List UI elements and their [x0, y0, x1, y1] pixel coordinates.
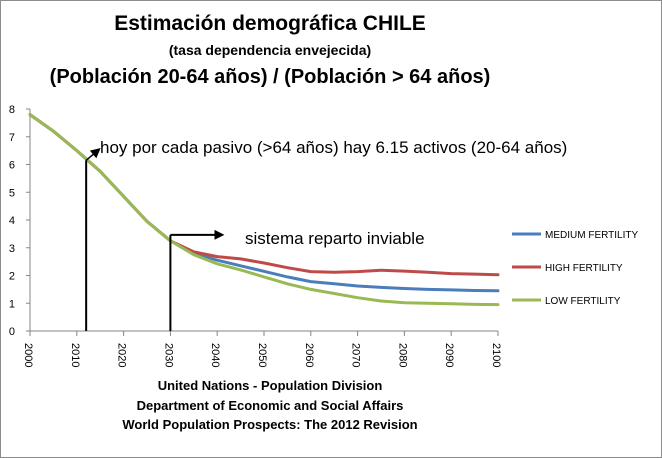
x-tick-label: 2060 [303, 343, 315, 367]
chart-formula-title: (Población 20-64 años) / (Población > 64… [49, 66, 491, 88]
x-tick-label: 2090 [443, 343, 455, 367]
x-tick-label: 2080 [396, 343, 408, 367]
y-tick-label: 2 [9, 271, 15, 283]
annotation-today-arrow [85, 148, 101, 161]
y-tick-label: 3 [9, 243, 15, 255]
y-tick-label: 0 [9, 326, 15, 338]
source-line-3: World Population Prospects: The 2012 Rev… [122, 417, 418, 432]
legend: MEDIUM FERTILITY HIGH FERTILITY LOW FERTIL… [512, 230, 638, 307]
x-tick-label: 2030 [162, 343, 174, 367]
legend-label-high: HIGH FERTILITY [545, 263, 623, 274]
series-lines [28, 113, 500, 307]
legend-label-medium: MEDIUM FERTILITY [545, 230, 638, 241]
x-tick-label: 2000 [22, 343, 34, 367]
x-tick-label: 2020 [116, 343, 128, 367]
y-tick-label: 1 [9, 298, 15, 310]
chart-subtitle: (tasa dependencia envejecida) [168, 42, 372, 58]
x-tick-label: 2050 [256, 343, 268, 367]
source-line-1: United Nations - Population Division [157, 378, 383, 393]
legend-label-low: LOW FERTILITY [545, 296, 621, 307]
annotation-system-label: sistema reparto inviable [245, 229, 425, 248]
y-tick-label: 5 [9, 187, 15, 199]
annotations: hoy por cada pasivo (>64 años) hay 6.15 … [85, 138, 567, 331]
chart-title: Estimación demográfica CHILE [114, 12, 426, 35]
series-line-low [28, 113, 500, 307]
axes: 0 1 2 3 4 5 6 7 8 2000 2010 2020 2030 2040 2050 2060 207… [9, 104, 502, 367]
y-tick-label: 7 [9, 132, 15, 144]
x-tick-label: 2070 [350, 343, 362, 367]
source-line-2: Department of Economic and Social Affair… [136, 398, 404, 413]
x-tick-label: 2010 [69, 343, 81, 367]
y-tick-label: 6 [9, 160, 15, 172]
annotation-today-label: hoy por cada pasivo (>64 años) hay 6.15 … [100, 138, 567, 157]
y-tick-label: 8 [9, 104, 15, 116]
y-tick-label: 4 [9, 215, 15, 227]
x-tick-label: 2100 [490, 343, 502, 367]
x-tick-label: 2040 [209, 343, 221, 367]
